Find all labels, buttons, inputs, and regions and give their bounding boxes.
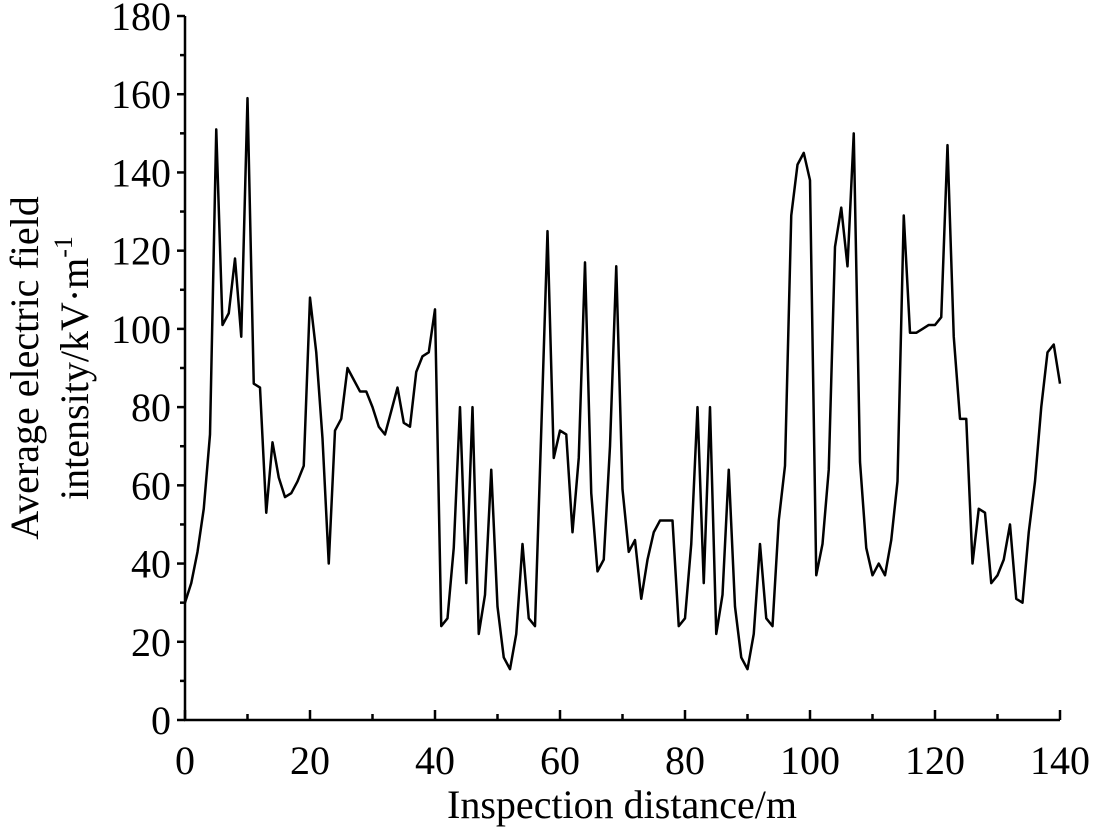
y-tick-label: 120 bbox=[111, 229, 171, 274]
x-tick-label: 20 bbox=[290, 738, 330, 783]
y-tick-label: 140 bbox=[111, 150, 171, 195]
x-tick-label: 0 bbox=[175, 738, 195, 783]
data-line bbox=[183, 96, 1062, 671]
y-tick-label: 0 bbox=[151, 698, 171, 743]
y-axis-label: intensity/kV·m-1 bbox=[49, 236, 97, 500]
y-axis-label-superscript: -1 bbox=[49, 236, 78, 258]
y-tick-label: 100 bbox=[111, 307, 171, 352]
x-tick-label: 140 bbox=[1030, 738, 1090, 783]
x-tick-label: 100 bbox=[780, 738, 840, 783]
y-tick-label: 180 bbox=[111, 0, 171, 39]
x-axis-label: Inspection distance/m bbox=[447, 782, 797, 827]
x-tick-label: 40 bbox=[415, 738, 455, 783]
y-tick-label: 80 bbox=[131, 385, 171, 430]
x-tick-label: 120 bbox=[905, 738, 965, 783]
x-tick-label: 60 bbox=[540, 738, 580, 783]
y-axis-label: Average electric field bbox=[2, 196, 47, 539]
y-tick-label: 60 bbox=[131, 463, 171, 508]
y-tick-label: 20 bbox=[131, 620, 171, 665]
x-tick-label: 80 bbox=[665, 738, 705, 783]
y-axis-label: intensity/kV·m bbox=[52, 258, 97, 500]
y-tick-label: 40 bbox=[131, 542, 171, 587]
y-tick-label: 160 bbox=[111, 72, 171, 117]
y-axis-label-group: Average electric field intensity/kV·m-1 bbox=[2, 196, 97, 539]
